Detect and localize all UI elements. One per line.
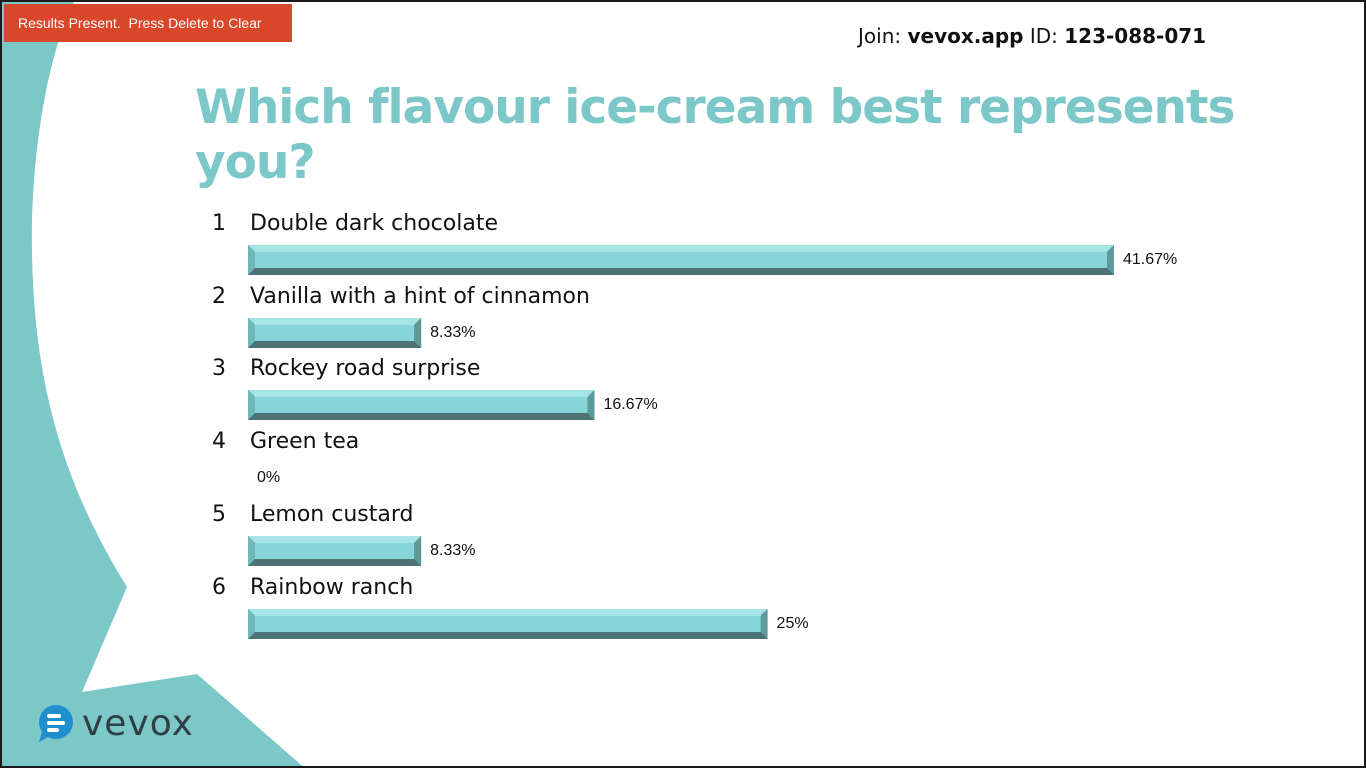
option-label: Double dark chocolate bbox=[250, 211, 498, 236]
result-bar bbox=[248, 390, 595, 421]
result-percentage: 25% bbox=[776, 614, 809, 632]
join-info: Join: vevox.app ID: 123-088-071 bbox=[858, 24, 1206, 48]
result-percentage: 16.67% bbox=[603, 396, 658, 414]
option-number: 6 bbox=[212, 574, 226, 600]
speech-bubble-logo-icon bbox=[39, 705, 73, 742]
join-id-label: ID: bbox=[1023, 24, 1065, 48]
result-bar bbox=[248, 245, 1114, 275]
result-percentage: 0% bbox=[257, 469, 281, 487]
results-status-banner[interactable]: Results Present. Press Delete to Clear bbox=[4, 4, 292, 42]
vevox-logo: vevox bbox=[36, 702, 194, 746]
option-number: 1 bbox=[212, 211, 226, 236]
option-number: 4 bbox=[212, 429, 226, 455]
option-number: 2 bbox=[212, 283, 226, 309]
join-id: 123-088-071 bbox=[1064, 24, 1207, 48]
result-percentage: 41.67% bbox=[1123, 251, 1178, 268]
join-site: vevox.app bbox=[907, 24, 1024, 48]
option-label: Vanilla with a hint of cinnamon bbox=[250, 283, 590, 309]
join-prefix: Join: bbox=[858, 24, 908, 48]
result-bar bbox=[248, 608, 768, 639]
logo-wordmark: vevox bbox=[82, 703, 194, 744]
result-bar bbox=[248, 535, 422, 566]
option-label: Rockey road surprise bbox=[250, 356, 481, 382]
option-label: Green tea bbox=[250, 429, 360, 455]
result-percentage: 8.33% bbox=[430, 541, 476, 559]
option-label: Rainbow ranch bbox=[250, 574, 414, 600]
option-label: Lemon custard bbox=[250, 501, 414, 527]
result-percentage: 8.33% bbox=[430, 323, 476, 341]
result-bar bbox=[248, 317, 422, 348]
option-number: 5 bbox=[212, 501, 226, 527]
question-title: Which flavour ice-cream best represents … bbox=[195, 80, 1235, 190]
option-number: 3 bbox=[212, 356, 226, 382]
